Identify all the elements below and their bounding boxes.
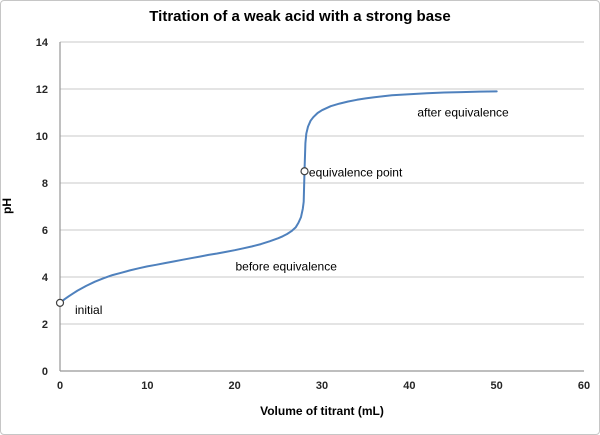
- data-point-marker: [55, 298, 65, 307]
- data-point-marker: [300, 167, 309, 176]
- y-tick-label: 6: [42, 225, 48, 237]
- titration-curve: [59, 90, 498, 304]
- x-tick-label: 50: [491, 380, 503, 392]
- x-tick-label: 10: [141, 380, 153, 392]
- annotation-label: initial: [75, 303, 102, 317]
- x-tick-label: 30: [316, 380, 328, 392]
- annotation-label: after equivalence: [417, 106, 509, 120]
- x-tick-label: 0: [57, 380, 63, 392]
- x-tick-label: 60: [578, 380, 590, 392]
- chart-title: Titration of a weak acid with a strong b…: [149, 8, 451, 25]
- y-tick-label: 8: [42, 178, 48, 190]
- x-tick-label: 20: [229, 380, 241, 392]
- y-tick-label: 14: [36, 37, 49, 49]
- y-tick-label: 10: [36, 131, 48, 143]
- y-tick-label: 0: [42, 366, 48, 378]
- x-tick-label: 40: [403, 380, 415, 392]
- y-tick-label: 2: [42, 319, 48, 331]
- annotation-label: equivalence point: [309, 165, 403, 179]
- y-tick-label: 12: [36, 84, 48, 96]
- y-tick-label: 4: [42, 272, 49, 284]
- annotation-label: before equivalence: [235, 259, 337, 273]
- x-axis-title: Volume of titrant (mL): [260, 404, 384, 418]
